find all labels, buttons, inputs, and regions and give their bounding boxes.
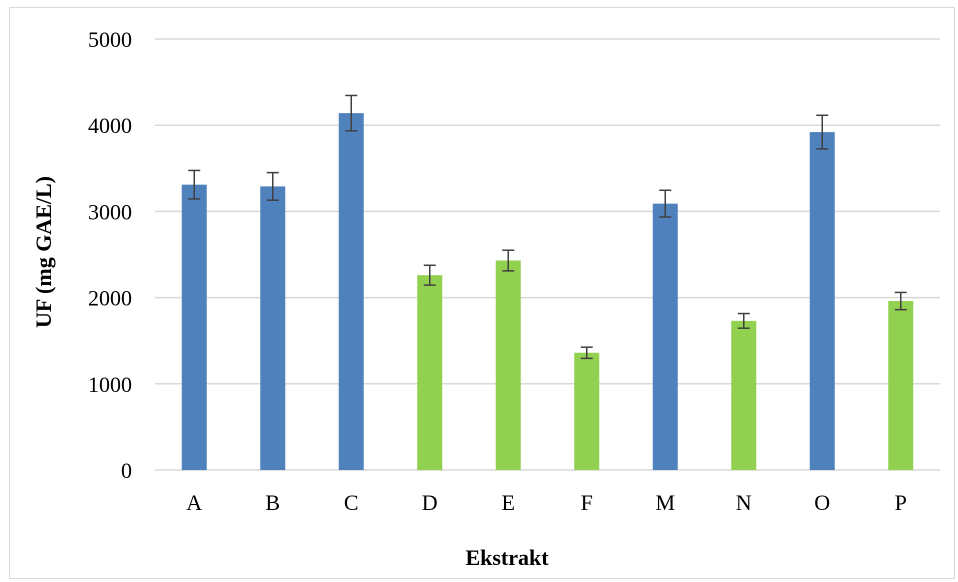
error-bar	[737, 312, 750, 329]
gridlines	[155, 38, 940, 471]
x-tick-label: B	[265, 490, 280, 515]
x-tick-label: P	[895, 490, 907, 515]
x-tick-label: E	[502, 490, 515, 515]
bar	[888, 301, 914, 470]
error-bar	[659, 189, 672, 218]
error-bar	[580, 346, 593, 360]
y-tick-label: 4000	[88, 113, 132, 138]
error-bar	[816, 114, 829, 150]
x-tick-label: N	[736, 490, 752, 515]
x-tick-label: C	[344, 490, 359, 515]
y-tick-labels: 0 1000 2000 3000 4000 5000	[88, 27, 132, 483]
bar	[809, 132, 835, 470]
x-tick-label: O	[814, 490, 830, 515]
chart-frame	[9, 7, 955, 579]
bar	[417, 275, 443, 470]
y-tick-label: 3000	[88, 199, 132, 224]
bar	[338, 113, 364, 470]
error-bar	[266, 171, 279, 201]
error-bar	[345, 94, 358, 132]
error-bar	[423, 264, 436, 286]
error-bar	[188, 169, 201, 200]
x-tick-label: F	[581, 490, 593, 515]
x-axis-title: Ekstrakt	[465, 545, 549, 570]
bar	[495, 260, 521, 470]
x-tick-label: D	[422, 490, 438, 515]
error-bar	[502, 249, 515, 272]
y-tick-label: 0	[121, 458, 132, 483]
error-bars	[188, 94, 907, 360]
bar	[652, 203, 678, 470]
x-tick-label: A	[186, 490, 202, 515]
y-tick-label: 5000	[88, 27, 132, 52]
bar	[731, 320, 757, 470]
bars	[181, 113, 914, 471]
bar	[181, 184, 207, 471]
y-tick-label: 2000	[88, 286, 132, 311]
bar	[260, 186, 286, 471]
y-axis-title: UF (mg GAE/L)	[31, 176, 56, 328]
error-bar	[894, 291, 907, 311]
y-tick-label: 1000	[88, 372, 132, 397]
x-tick-label: M	[655, 490, 675, 515]
bar	[574, 352, 600, 470]
